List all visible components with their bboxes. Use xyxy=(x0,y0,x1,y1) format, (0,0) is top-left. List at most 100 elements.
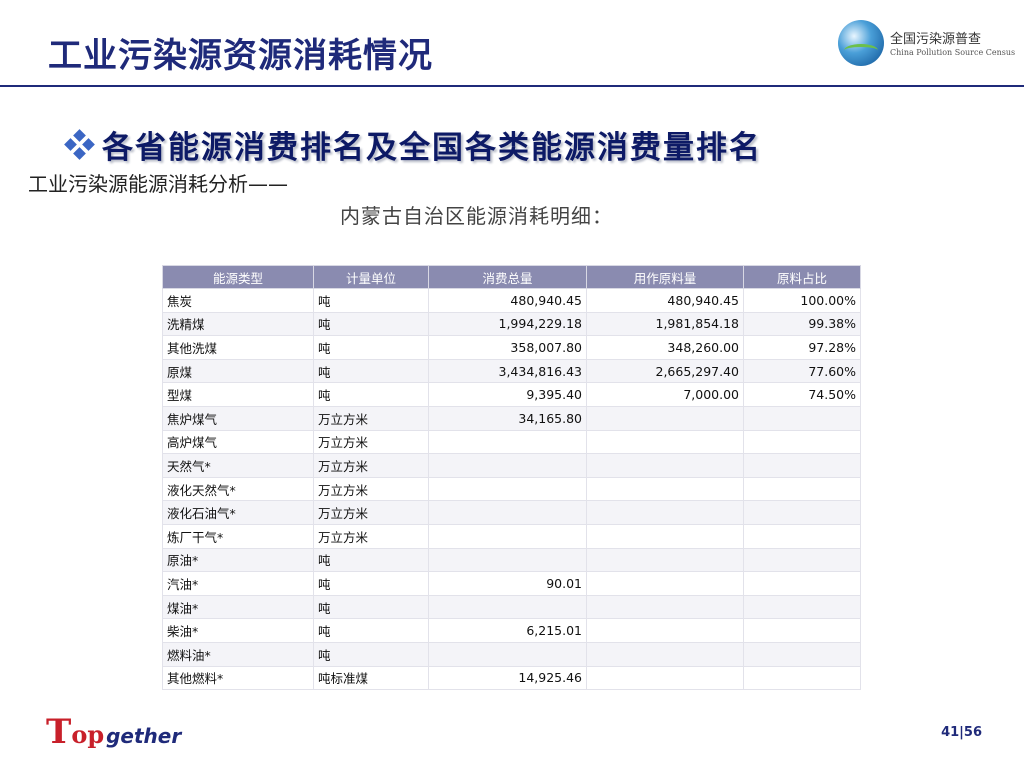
table-cell xyxy=(428,547,587,573)
table-cell: 原煤 xyxy=(162,358,314,384)
table-cell xyxy=(428,429,587,455)
page-number: 41|56 xyxy=(941,725,982,740)
globe-logo-icon xyxy=(838,20,884,66)
table-cell xyxy=(586,618,744,643)
table-cell xyxy=(743,453,861,478)
table-cell xyxy=(743,523,861,549)
table-row: 焦炉煤气 万立方米 34,165.80 xyxy=(162,405,861,431)
table-row: 柴油* 吨 6,215.01 xyxy=(162,618,861,643)
table-row: 洗精煤吨 1,994,229.18 1,981,854.18 99.38% xyxy=(162,311,861,337)
detail-caption: 内蒙古自治区能源消耗明细： xyxy=(340,204,613,228)
table-cell xyxy=(586,453,744,478)
table-cell: 480,940.45 xyxy=(586,288,744,313)
table-cell: 万立方米 xyxy=(313,453,429,478)
table-cell: 汽油* xyxy=(162,571,314,596)
table-cell: 7,000.00 xyxy=(586,382,744,407)
brand-t: T xyxy=(46,712,72,752)
table-cell xyxy=(743,547,861,573)
table-row: 炼厂干气* 万立方米 xyxy=(162,523,861,549)
table-cell xyxy=(428,641,587,667)
table-cell: 天然气* xyxy=(162,453,314,478)
table-cell: 吨 xyxy=(313,594,429,620)
table-cell: 型煤 xyxy=(162,382,314,407)
table-cell xyxy=(586,500,744,525)
brand-op: op xyxy=(71,720,105,749)
table-cell: 1,981,854.18 xyxy=(586,311,744,337)
table-cell: 吨 xyxy=(313,358,429,384)
table-cell: 万立方米 xyxy=(313,429,429,455)
table-cell xyxy=(428,523,587,549)
col-header: 原料占比 xyxy=(743,265,861,289)
table-cell xyxy=(743,571,861,596)
table-cell xyxy=(743,500,861,525)
topgether-logo: T op gether xyxy=(46,712,181,752)
logo-chinese-text: 全国污染源普查 xyxy=(890,32,982,47)
table-cell: 万立方米 xyxy=(313,523,429,549)
table-cell: 2,665,297.40 xyxy=(586,358,744,384)
table-cell: 1,994,229.18 xyxy=(428,311,587,337)
table-row: 型煤吨 9,395.40 7,000.00 74.50% xyxy=(162,382,861,407)
table-cell: 洗精煤 xyxy=(162,311,314,337)
table-cell: 吨 xyxy=(313,641,429,667)
table-row: 汽油* 吨 90.01 xyxy=(162,571,861,596)
table-cell: 100.00% xyxy=(743,288,861,313)
table-cell xyxy=(743,665,861,691)
table-cell: 煤油* xyxy=(162,594,314,620)
table-cell: 高炉煤气 xyxy=(162,429,314,455)
page-title: 工业污染源资源消耗情况 xyxy=(48,36,433,76)
table-cell: 358,007.80 xyxy=(428,335,587,360)
table-cell xyxy=(586,665,744,691)
table-row: 其他洗煤吨 358,007.80 348,260.00 97.28% xyxy=(162,335,861,360)
table-cell: 其他燃料* xyxy=(162,665,314,691)
table-cell: 吨 xyxy=(313,311,429,337)
table-cell xyxy=(743,429,861,455)
table-cell: 480,940.45 xyxy=(428,288,587,313)
brand-gether: gether xyxy=(106,724,182,748)
table-cell: 万立方米 xyxy=(313,405,429,431)
table-cell xyxy=(743,476,861,502)
table-cell: 14,925.46 xyxy=(428,665,587,691)
table-cell: 吨 xyxy=(313,618,429,643)
table-cell xyxy=(586,405,744,431)
table-row: 煤油* 吨 xyxy=(162,594,861,620)
table-cell: 焦炭 xyxy=(162,288,314,313)
table-cell: 吨 xyxy=(313,382,429,407)
census-logo: 全国污染源普查 China Pollution Source Census xyxy=(838,20,1015,70)
table-cell: 炼厂干气* xyxy=(162,523,314,549)
table-cell: 348,260.00 xyxy=(586,335,744,360)
table-cell xyxy=(428,476,587,502)
table-cell xyxy=(586,641,744,667)
table-cell: 74.50% xyxy=(743,382,861,407)
table-row: 原煤吨 3,434,816.43 2,665,297.40 77.60% xyxy=(162,358,861,384)
section-heading-text: 各省能源消费排名及全国各类能源消费量排名 xyxy=(102,130,762,166)
table-row: 高炉煤气 万立方米 xyxy=(162,429,861,455)
logo-english-text: China Pollution Source Census xyxy=(890,48,1016,57)
table-cell: 液化天然气* xyxy=(162,476,314,502)
table-cell: 液化石油气* xyxy=(162,500,314,525)
table-row: 原油* 吨 xyxy=(162,547,861,573)
table-cell: 吨 xyxy=(313,547,429,573)
col-header: 能源类型 xyxy=(162,265,314,289)
table-cell xyxy=(428,594,587,620)
table-cell xyxy=(586,429,744,455)
table-cell: 97.28% xyxy=(743,335,861,360)
col-header: 计量单位 xyxy=(313,265,429,289)
table-cell: 万立方米 xyxy=(313,500,429,525)
table-row: 燃料油* 吨 xyxy=(162,641,861,667)
table-row: 液化天然气* 万立方米 xyxy=(162,476,861,502)
energy-consumption-table: 能源类型 计量单位 消费总量 用作原料量 原料占比 焦炭吨 480,940.45 4… xyxy=(162,265,861,691)
table-cell: 柴油* xyxy=(162,618,314,643)
table-cell: 6,215.01 xyxy=(428,618,587,643)
table-cell: 9,395.40 xyxy=(428,382,587,407)
table-row: 天然气* 万立方米 xyxy=(162,453,861,478)
table-row: 其他燃料* 吨标准煤 14,925.46 xyxy=(162,665,861,691)
table-cell: 90.01 xyxy=(428,571,587,596)
table-cell: 99.38% xyxy=(743,311,861,337)
table-cell xyxy=(586,547,744,573)
section-heading: 各省能源消费排名及全国各类能源消费量排名 xyxy=(64,122,762,167)
table-cell: 77.60% xyxy=(743,358,861,384)
table-cell xyxy=(428,453,587,478)
table-cell: 吨标准煤 xyxy=(313,665,429,691)
table-row: 焦炭吨 480,940.45 480,940.45 100.00% xyxy=(162,288,861,313)
table-cell xyxy=(428,500,587,525)
